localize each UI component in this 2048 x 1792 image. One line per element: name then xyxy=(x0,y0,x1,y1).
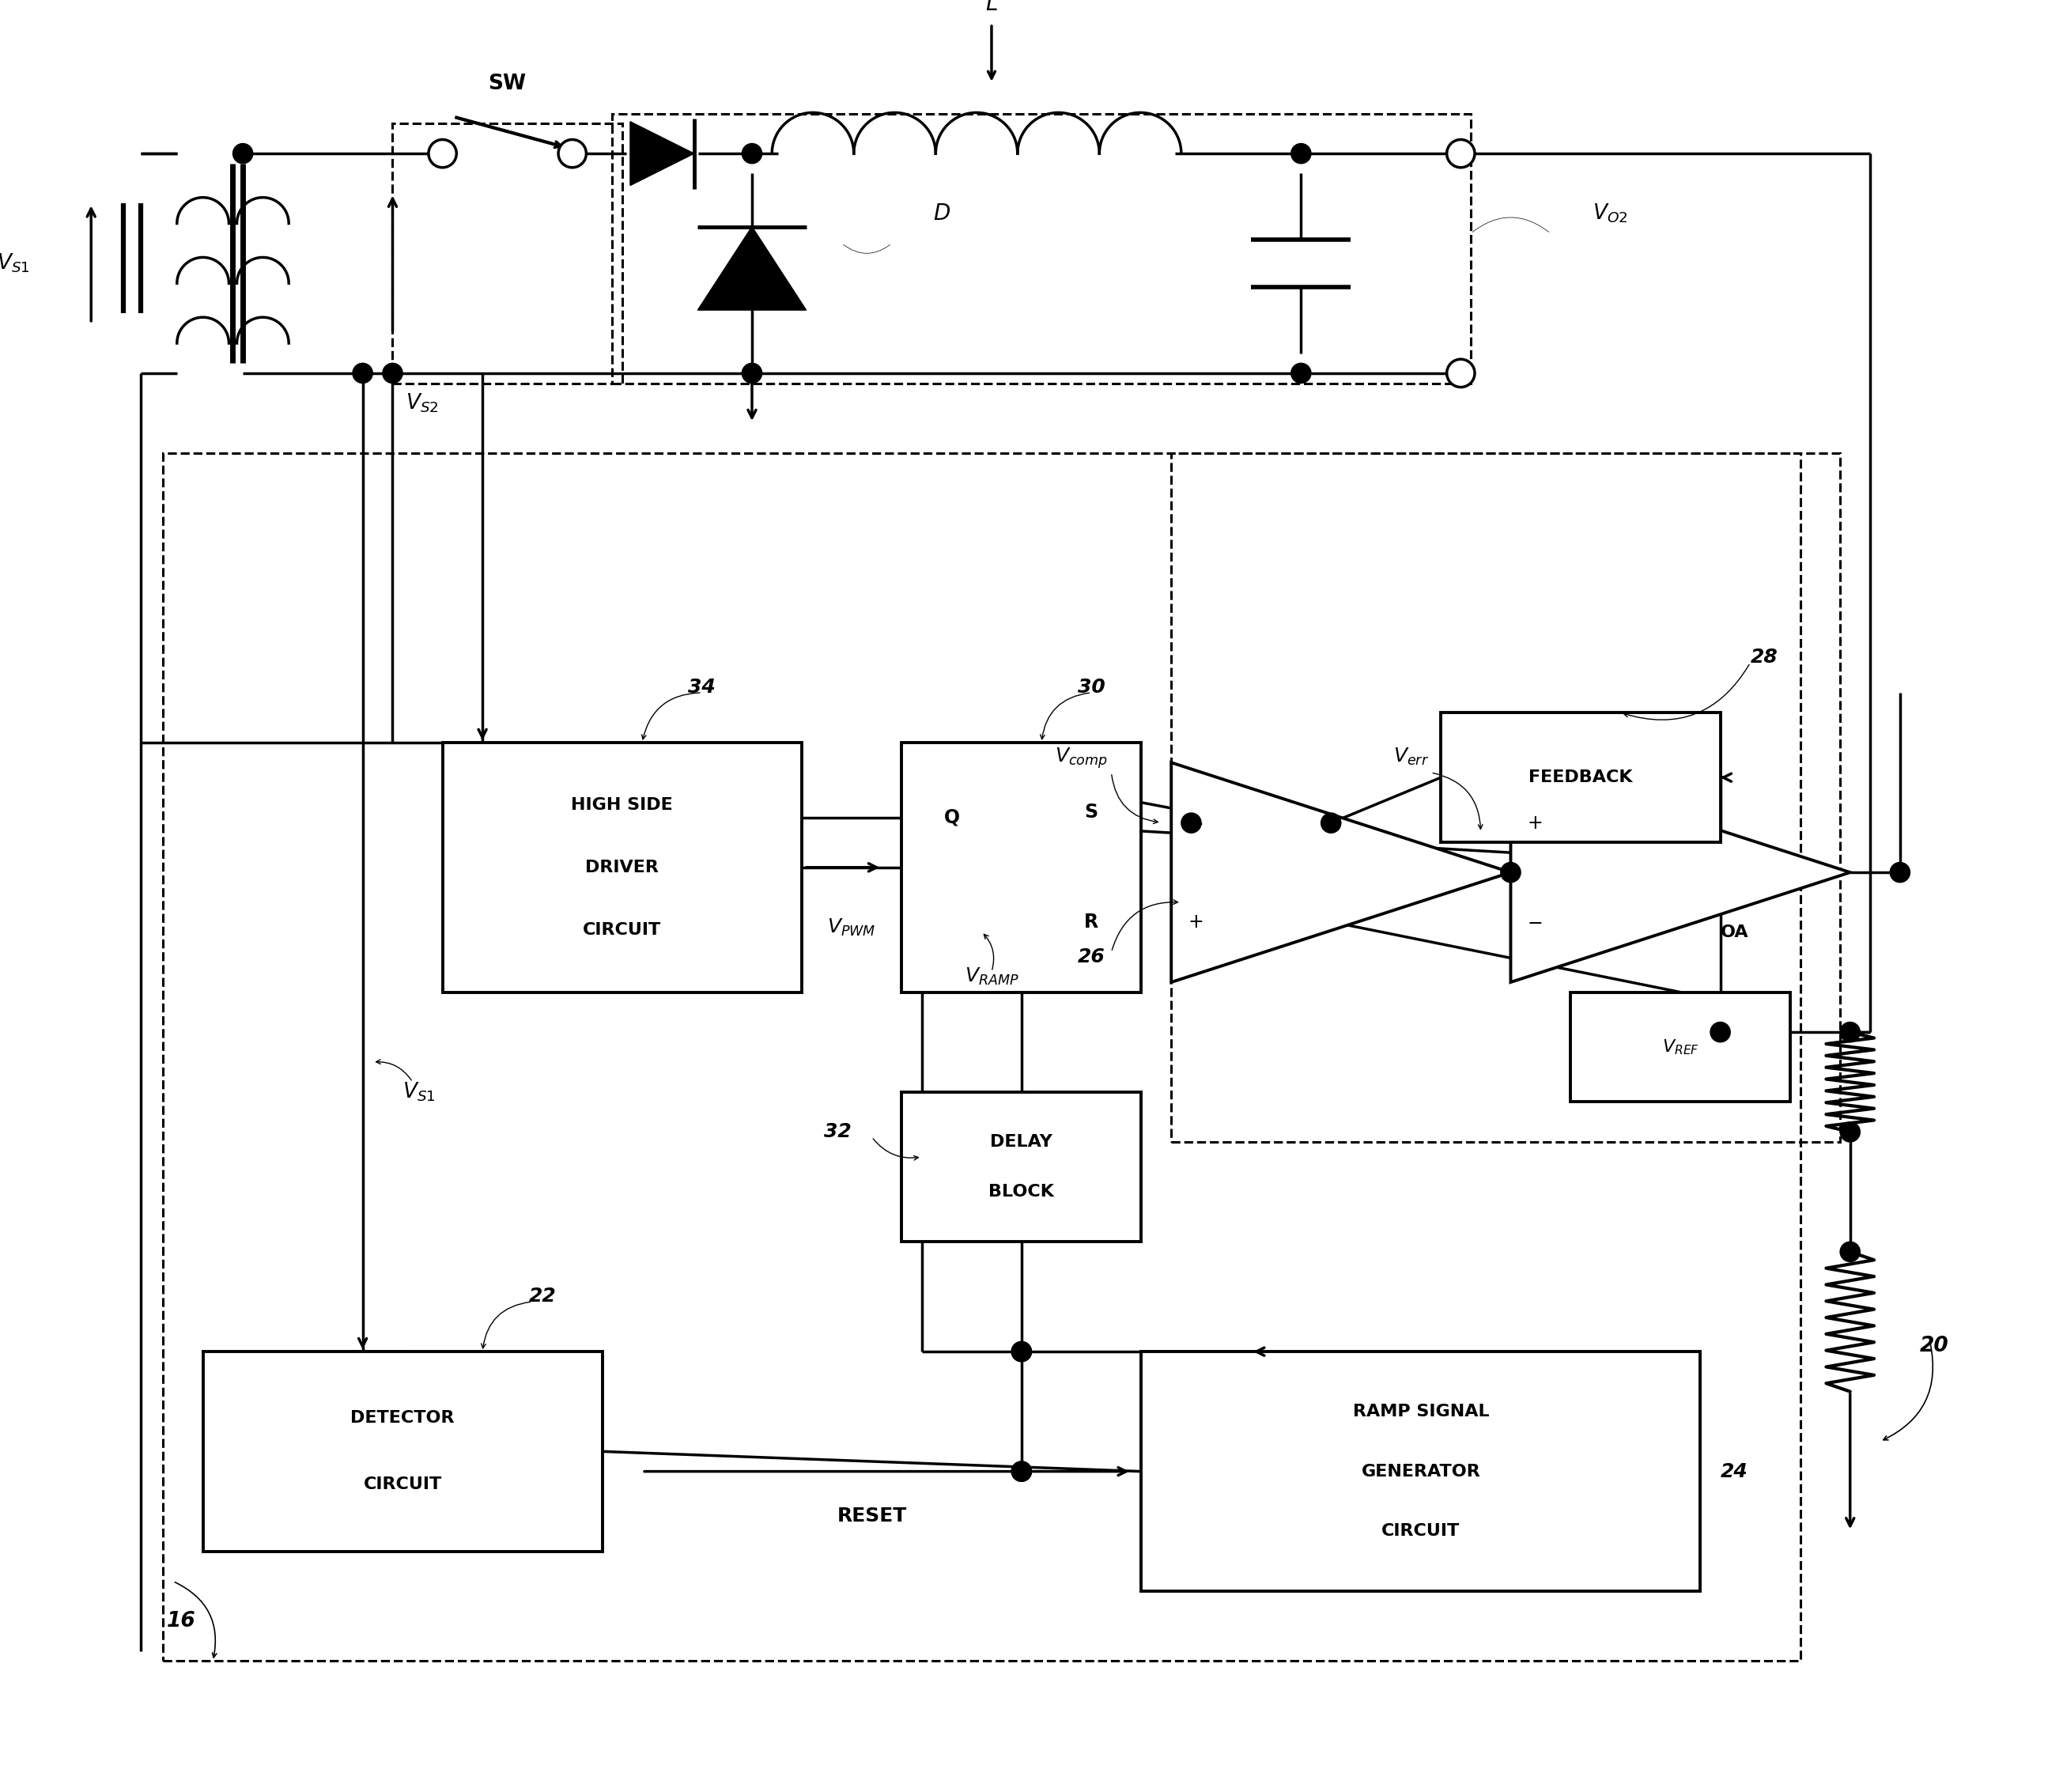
Text: R: R xyxy=(1083,912,1098,932)
Text: $V_{REF}$: $V_{REF}$ xyxy=(1661,1038,1700,1057)
Text: 26: 26 xyxy=(1077,948,1106,966)
Text: GENERATOR: GENERATOR xyxy=(1362,1464,1481,1480)
Text: RAMP SIGNAL: RAMP SIGNAL xyxy=(1352,1403,1489,1419)
Circle shape xyxy=(1012,1342,1032,1362)
Text: CIRCUIT: CIRCUIT xyxy=(362,1477,442,1493)
Circle shape xyxy=(1501,862,1522,882)
Circle shape xyxy=(383,364,403,383)
Bar xyxy=(901,1091,1141,1242)
Circle shape xyxy=(559,140,586,167)
Circle shape xyxy=(1446,358,1475,387)
Bar xyxy=(612,113,1470,383)
Circle shape xyxy=(1321,814,1341,833)
Circle shape xyxy=(1012,1342,1032,1362)
Text: BLOCK: BLOCK xyxy=(989,1185,1055,1201)
Circle shape xyxy=(352,364,373,383)
Text: $-$: $-$ xyxy=(1528,912,1542,932)
Circle shape xyxy=(1710,1021,1731,1043)
Text: $+$: $+$ xyxy=(1528,814,1542,833)
Text: $V_{RAMP}$: $V_{RAMP}$ xyxy=(965,966,1018,987)
Bar xyxy=(1171,453,1839,1142)
Text: $L$: $L$ xyxy=(985,0,997,14)
Text: S: S xyxy=(1085,803,1098,823)
Polygon shape xyxy=(698,226,807,310)
Text: $V_{S2}$: $V_{S2}$ xyxy=(406,392,438,414)
Text: 34: 34 xyxy=(688,677,717,697)
Text: 30: 30 xyxy=(1077,677,1106,697)
Circle shape xyxy=(428,140,457,167)
Circle shape xyxy=(741,143,762,163)
Text: CIRCUIT: CIRCUIT xyxy=(1382,1523,1460,1539)
Circle shape xyxy=(1890,862,1911,882)
Text: FEEDBACK: FEEDBACK xyxy=(1528,769,1632,785)
Text: DRIVER: DRIVER xyxy=(586,860,659,874)
Bar xyxy=(901,742,1141,993)
Bar xyxy=(1442,713,1720,842)
Text: 20: 20 xyxy=(1919,1335,1950,1357)
Circle shape xyxy=(1012,1462,1032,1482)
Text: $D$: $D$ xyxy=(934,202,950,224)
Text: 24: 24 xyxy=(1720,1462,1747,1480)
Bar xyxy=(1141,1351,1700,1591)
Bar xyxy=(203,1351,602,1552)
Text: $-$: $-$ xyxy=(1188,814,1202,833)
Text: Q: Q xyxy=(944,808,961,826)
Circle shape xyxy=(1839,1122,1860,1142)
Text: 32: 32 xyxy=(825,1122,852,1142)
Circle shape xyxy=(1182,814,1202,833)
Text: $V_{O2}$: $V_{O2}$ xyxy=(1593,202,1628,224)
Text: $V_{comp}$: $V_{comp}$ xyxy=(1055,745,1108,771)
Circle shape xyxy=(233,143,252,163)
Text: $+$: $+$ xyxy=(1188,912,1202,932)
Text: CIRCUIT: CIRCUIT xyxy=(584,921,662,937)
Circle shape xyxy=(1839,1021,1860,1043)
Polygon shape xyxy=(1171,763,1511,982)
Text: 16: 16 xyxy=(168,1611,197,1631)
Text: 28: 28 xyxy=(1751,647,1778,667)
Polygon shape xyxy=(1511,763,1849,982)
Text: OA: OA xyxy=(1720,925,1749,941)
Text: $V_{err}$: $V_{err}$ xyxy=(1393,747,1430,767)
Bar xyxy=(164,453,1800,1661)
Text: SW: SW xyxy=(487,73,526,93)
Circle shape xyxy=(1839,1242,1860,1262)
Text: HIGH SIDE: HIGH SIDE xyxy=(571,797,674,814)
Text: $V_{S1}$: $V_{S1}$ xyxy=(403,1081,436,1104)
Circle shape xyxy=(1446,140,1475,167)
Circle shape xyxy=(1290,364,1311,383)
Text: 22: 22 xyxy=(528,1287,557,1306)
Text: DELAY: DELAY xyxy=(991,1134,1053,1150)
Polygon shape xyxy=(631,122,694,186)
Circle shape xyxy=(1012,1462,1032,1482)
Circle shape xyxy=(1290,143,1311,163)
Text: $V_{S1}$: $V_{S1}$ xyxy=(0,253,31,274)
Bar xyxy=(1571,993,1790,1102)
Bar xyxy=(393,124,623,383)
Text: RESET: RESET xyxy=(838,1507,907,1525)
Text: DETECTOR: DETECTOR xyxy=(350,1410,455,1426)
Text: $V_{PWM}$: $V_{PWM}$ xyxy=(827,918,877,937)
Bar xyxy=(442,742,803,993)
Circle shape xyxy=(741,364,762,383)
